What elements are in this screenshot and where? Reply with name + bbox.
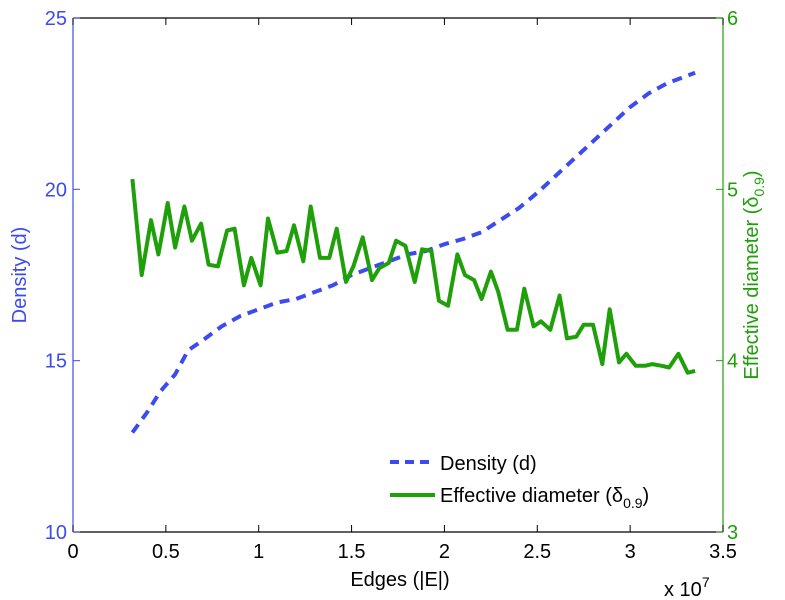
x-tick-label: 2.5 bbox=[523, 541, 551, 563]
x-exponent-label: x 107 bbox=[664, 574, 710, 600]
series-lines bbox=[130, 70, 696, 434]
x-tick-label: 3.5 bbox=[709, 541, 737, 563]
x-tick-label: 3 bbox=[625, 541, 636, 563]
legend-diameter-close: ) bbox=[643, 485, 650, 507]
right-y-tick-label: 4 bbox=[727, 351, 738, 373]
svg-text:x 107: x 107 bbox=[664, 574, 710, 600]
density-line bbox=[130, 70, 696, 434]
legend-entries: Density (d) Effective diameter (δ0.9) bbox=[390, 453, 649, 511]
right-y-tick-label: 5 bbox=[727, 179, 738, 201]
x-tick-label: 0 bbox=[67, 541, 78, 563]
left-y-tick-label: 15 bbox=[45, 351, 67, 373]
right-y-axis-title-sub: 0.9 bbox=[751, 177, 767, 197]
right-y-tick-label: 3 bbox=[727, 522, 738, 544]
x-tick-label: 1 bbox=[253, 541, 264, 563]
legend-density-label: Density (d) bbox=[440, 453, 537, 475]
x-exponent-base: x 10 bbox=[664, 579, 702, 600]
right-y-axis-title: Effective diameter (δ0.9) bbox=[741, 170, 767, 379]
x-axis-title: Edges (|E|) bbox=[350, 569, 449, 591]
right-y-axis-title-main: Effective diameter (δ bbox=[741, 197, 763, 380]
x-tick-label: 1.5 bbox=[338, 541, 366, 563]
left-y-axis-title: Density (d) bbox=[9, 227, 31, 324]
x-exponent-power: 7 bbox=[702, 574, 710, 590]
legend-diameter-label: Effective diameter (δ0.9) bbox=[440, 485, 649, 511]
left-y-tick-label: 20 bbox=[45, 179, 67, 201]
x-tick-label: 0.5 bbox=[152, 541, 180, 563]
x-tick-label: 2 bbox=[439, 541, 450, 563]
legend-diameter-sub: 0.9 bbox=[623, 495, 643, 511]
effective-diameter-line bbox=[130, 178, 696, 375]
left-y-tick-label: 25 bbox=[45, 8, 67, 30]
legend-diameter-main: Effective diameter (δ bbox=[440, 485, 623, 507]
left-y-tick-label: 10 bbox=[45, 522, 67, 544]
right-y-axis-title-close: ) bbox=[741, 170, 763, 177]
right-y-tick-label: 6 bbox=[727, 8, 738, 30]
